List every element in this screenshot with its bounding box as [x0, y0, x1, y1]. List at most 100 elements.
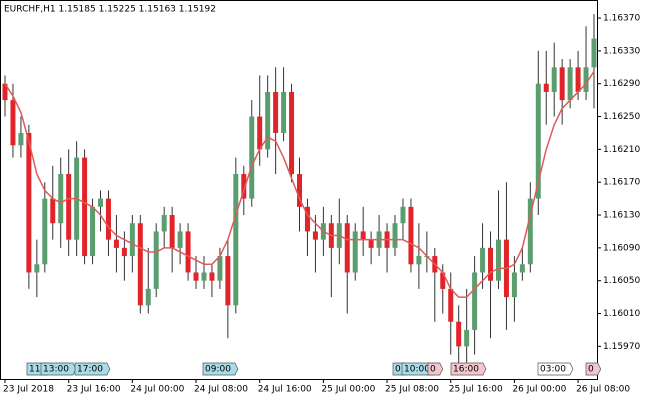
- candle-body: [26, 132, 32, 273]
- candle-body: [440, 272, 446, 289]
- candle-body: [153, 231, 159, 289]
- time-tag-label: 09:00: [205, 365, 231, 375]
- candle-body: [2, 83, 8, 101]
- candle-body: [42, 198, 48, 265]
- time-tag: [585, 362, 602, 376]
- y-tick-label: 1.16170: [603, 178, 640, 188]
- time-tag: [427, 362, 444, 376]
- candle-body: [121, 247, 127, 257]
- candle-body: [591, 38, 597, 68]
- candle-body: [352, 231, 358, 273]
- time-tag: [450, 362, 487, 376]
- time-tag: [40, 362, 77, 376]
- candle-body: [225, 256, 231, 306]
- candle-body: [273, 91, 279, 133]
- candle-body: [495, 239, 501, 281]
- candle-body: [129, 223, 135, 257]
- y-tick-label: 1.16090: [603, 243, 640, 253]
- candle-body: [543, 83, 549, 92]
- candle-body: [535, 83, 541, 199]
- candle-body: [217, 256, 223, 281]
- x-tick-label: 24 Jul 16:00: [258, 385, 312, 395]
- candle-body: [50, 198, 56, 224]
- x-tick-label: 24 Jul 08:00: [194, 385, 248, 395]
- x-tick-label: 25 Jul 08:00: [385, 385, 439, 395]
- candle-body: [241, 173, 247, 199]
- candle-body: [368, 239, 374, 248]
- y-tick-label: 1.16130: [603, 211, 640, 221]
- time-tag-label: 11:: [29, 365, 43, 375]
- candle-body: [297, 173, 302, 207]
- candle-body: [289, 91, 295, 174]
- x-tick-label: 26 Jul 00:00: [512, 385, 566, 395]
- time-tag: [74, 362, 111, 376]
- time-tag-label: 17:00: [77, 365, 103, 375]
- candle-body: [575, 67, 581, 92]
- candle-body: [448, 288, 454, 322]
- candle-body: [233, 173, 239, 306]
- time-tag-label: 0: [395, 365, 401, 375]
- candle-body: [113, 239, 119, 248]
- candle-body: [58, 173, 64, 224]
- time-tag-label: 10:00: [404, 365, 430, 375]
- candle-body: [257, 116, 263, 150]
- candle-body: [464, 329, 470, 347]
- candle-body: [527, 198, 533, 265]
- candle-body: [209, 272, 215, 281]
- candle-body: [177, 231, 183, 248]
- candle-body: [137, 223, 143, 306]
- candle-body: [90, 206, 96, 257]
- y-tick-label: 1.16050: [603, 276, 640, 286]
- candle-body: [193, 272, 199, 281]
- candle-body: [416, 256, 422, 265]
- candle-body: [10, 100, 16, 146]
- y-tick-label: 1.16250: [603, 112, 640, 122]
- candle-body: [312, 231, 318, 240]
- time-tag-label: 16:00: [453, 365, 479, 375]
- y-tick-label: 1.16290: [603, 79, 640, 89]
- time-tag: [202, 362, 239, 376]
- candle-body: [161, 215, 167, 232]
- candle-body: [201, 272, 207, 281]
- moving-average: [4, 70, 595, 298]
- candle-body: [18, 132, 24, 146]
- candle-body: [567, 67, 573, 101]
- x-tick-label: 23 Jul 16:00: [67, 385, 121, 395]
- x-tick-label: 25 Jul 16:00: [449, 385, 503, 395]
- y-tick-label: 1.16330: [603, 46, 640, 56]
- y-tick-label: 1.16010: [603, 309, 640, 319]
- candle-body: [408, 206, 414, 265]
- candle-body: [519, 264, 525, 273]
- candle-body: [488, 247, 494, 281]
- time-tag-label: 0: [588, 365, 594, 375]
- candle-body: [511, 272, 517, 298]
- x-tick-label: 24 Jul 00:00: [130, 385, 184, 395]
- candle-body: [82, 157, 88, 257]
- candle-body: [304, 206, 310, 232]
- candle-body: [185, 231, 191, 273]
- candle-body: [392, 223, 398, 248]
- y-tick-label: 1.16370: [603, 14, 640, 24]
- candle-body: [169, 215, 175, 248]
- candle-body: [472, 272, 478, 330]
- time-tag-label: 0: [430, 365, 436, 375]
- time-tag-label: 13:00: [43, 365, 69, 375]
- candle-body: [98, 198, 104, 207]
- x-tick-label: 23 Jul 2018: [3, 385, 54, 395]
- chart-title: EURCHF,H1 1.15185 1.15225 1.15163 1.1519…: [4, 5, 216, 15]
- candle-body: [360, 231, 366, 240]
- candle-body: [400, 206, 406, 224]
- candle-body: [145, 288, 151, 306]
- candle-body: [480, 247, 486, 273]
- candle-body: [249, 116, 255, 199]
- y-tick-label: 1.15970: [603, 342, 640, 352]
- candle-body: [344, 223, 350, 273]
- candle-body: [105, 198, 111, 240]
- plot-frame: [0, 0, 598, 380]
- x-tick-label: 26 Jul 08:00: [576, 385, 630, 395]
- candle-body: [281, 91, 287, 133]
- candle-body: [551, 67, 557, 92]
- time-tag-label: 03:00: [540, 365, 566, 375]
- candle-body: [265, 91, 271, 150]
